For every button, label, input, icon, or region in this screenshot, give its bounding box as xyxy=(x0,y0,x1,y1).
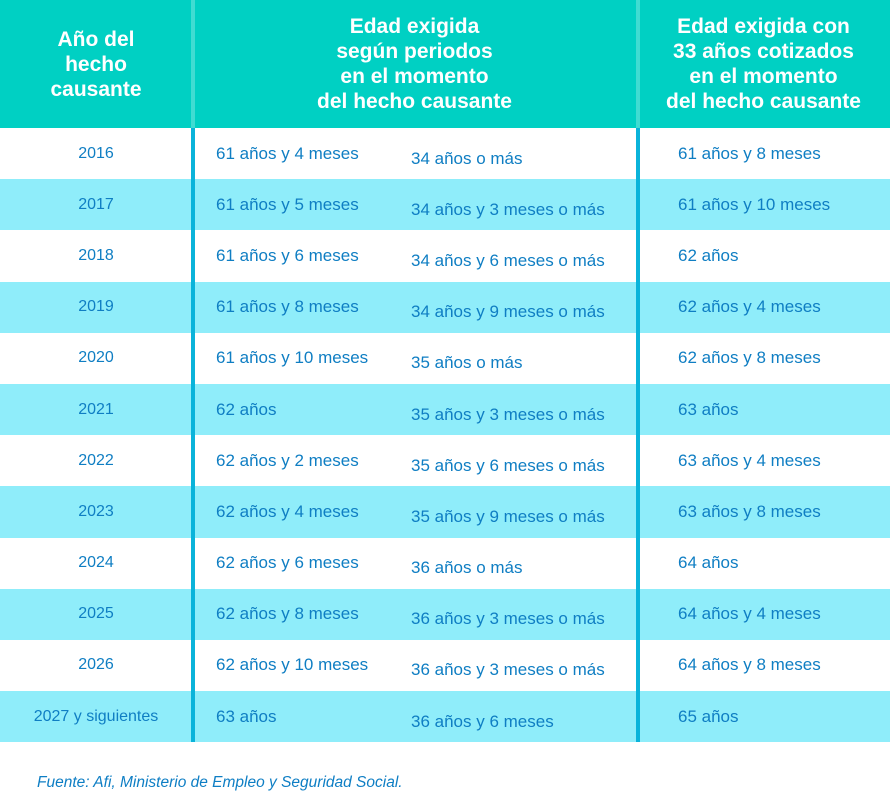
age-periods-cell: 62 años y 2 meses xyxy=(216,450,359,470)
age-periods-cell: 61 años y 4 meses xyxy=(216,143,359,163)
age33-cell: 62 años y 4 meses xyxy=(678,297,821,317)
table-row: 2026 62 años y 10 meses 36 años y 3 mese… xyxy=(0,639,890,692)
table-row: 2017 61 años y 5 meses 34 años y 3 meses… xyxy=(0,179,890,231)
periods-cell: 35 años y 6 meses o más xyxy=(411,455,605,475)
header-column-divider xyxy=(191,0,195,128)
header-periods-cell: Edad exigida según periodos en el moment… xyxy=(317,15,512,113)
header-column-divider xyxy=(636,0,640,128)
age-periods-cell: 62 años y 4 meses xyxy=(216,501,359,521)
table-row: 2025 62 años y 8 meses 36 años y 3 meses… xyxy=(0,588,890,640)
periods-cell: 36 años y 3 meses o más xyxy=(411,609,605,629)
year-cell: 2017 xyxy=(78,195,114,213)
column-divider xyxy=(191,128,195,742)
age33-cell: 64 años y 8 meses xyxy=(678,655,821,675)
age-periods-cell: 61 años y 6 meses xyxy=(216,245,359,265)
year-cell: 2024 xyxy=(78,554,114,572)
source-note: Fuente: Afi, Ministerio de Empleo y Segu… xyxy=(37,774,403,791)
age-periods-cell: 62 años y 10 meses xyxy=(216,655,369,675)
table-row: 2022 62 años y 2 meses 35 años y 6 meses… xyxy=(0,435,890,487)
periods-cell: 36 años y 3 meses o más xyxy=(411,660,605,680)
year-cell: 2023 xyxy=(78,502,114,520)
year-cell: 2020 xyxy=(78,349,114,367)
table-row: 2023 62 años y 4 meses 35 años y 9 meses… xyxy=(0,486,890,538)
year-cell: 2025 xyxy=(78,605,114,623)
age33-cell: 64 años xyxy=(678,553,739,573)
year-cell: 2022 xyxy=(78,451,114,469)
table-row: 2018 61 años y 6 meses 34 años y 6 meses… xyxy=(0,230,890,282)
age-periods-cell: 62 años y 6 meses xyxy=(216,553,359,573)
age-periods-cell: 61 años y 5 meses xyxy=(216,194,359,214)
periods-cell: 35 años o más xyxy=(411,353,523,373)
periods-cell: 35 años y 3 meses o más xyxy=(411,404,605,424)
year-cell: 2027 y siguientes xyxy=(33,707,159,725)
age-periods-cell: 62 años xyxy=(216,399,277,419)
age33-cell: 63 años y 8 meses xyxy=(678,501,821,521)
table-row: 2024 62 años y 6 meses 36 años o más 64 … xyxy=(0,537,890,589)
table-row: 2019 61 años y 8 meses 34 años y 9 meses… xyxy=(0,281,890,333)
table-body: 2016 61 años y 4 meses 34 años o más 61 … xyxy=(0,128,890,743)
year-cell: 2026 xyxy=(78,656,114,674)
table-row: 2021 62 años 35 años y 3 meses o más 63 … xyxy=(0,383,890,436)
periods-cell: 34 años y 9 meses o más xyxy=(411,302,605,322)
year-cell: 2019 xyxy=(78,298,114,316)
year-cell: 2021 xyxy=(78,400,114,418)
age-periods-cell: 61 años y 8 meses xyxy=(216,297,359,317)
periods-cell: 36 años y 6 meses xyxy=(411,711,554,731)
age33-cell: 61 años y 8 meses xyxy=(678,143,821,163)
age33-cell: 62 años xyxy=(678,245,739,265)
age33-cell: 64 años y 4 meses xyxy=(678,604,821,624)
column-divider xyxy=(636,128,640,742)
table-row: 2016 61 años y 4 meses 34 años o más 61 … xyxy=(0,128,890,180)
table-row: 2020 61 años y 10 meses 35 años o más 62… xyxy=(0,332,890,384)
periods-cell: 35 años y 9 meses o más xyxy=(411,506,605,526)
age33-cell: 62 años y 8 meses xyxy=(678,348,821,368)
periods-cell: 34 años y 3 meses o más xyxy=(411,199,605,219)
periods-cell: 36 años o más xyxy=(411,558,523,578)
table-header: Año del hecho causante Edad exigida segú… xyxy=(0,0,890,128)
age-periods-cell: 61 años y 10 meses xyxy=(216,348,369,368)
year-cell: 2016 xyxy=(78,144,114,162)
header-contrib33-cell: Edad exigida con 33 años cotizados en el… xyxy=(666,15,861,113)
age-periods-cell: 63 años xyxy=(216,706,277,726)
age33-cell: 63 años y 4 meses xyxy=(678,450,821,470)
table-row: 2027 y siguientes 63 años 36 años y 6 me… xyxy=(0,691,890,743)
age33-cell: 63 años xyxy=(678,399,739,419)
periods-cell: 34 años y 6 meses o más xyxy=(411,250,605,270)
age-periods-cell: 62 años y 8 meses xyxy=(216,604,359,624)
header-year-cell: Año del hecho causante xyxy=(50,27,142,101)
age33-cell: 65 años xyxy=(678,706,739,726)
year-cell: 2018 xyxy=(78,246,114,264)
periods-cell: 34 años o más xyxy=(411,148,523,168)
age33-cell: 61 años y 10 meses xyxy=(678,194,831,214)
